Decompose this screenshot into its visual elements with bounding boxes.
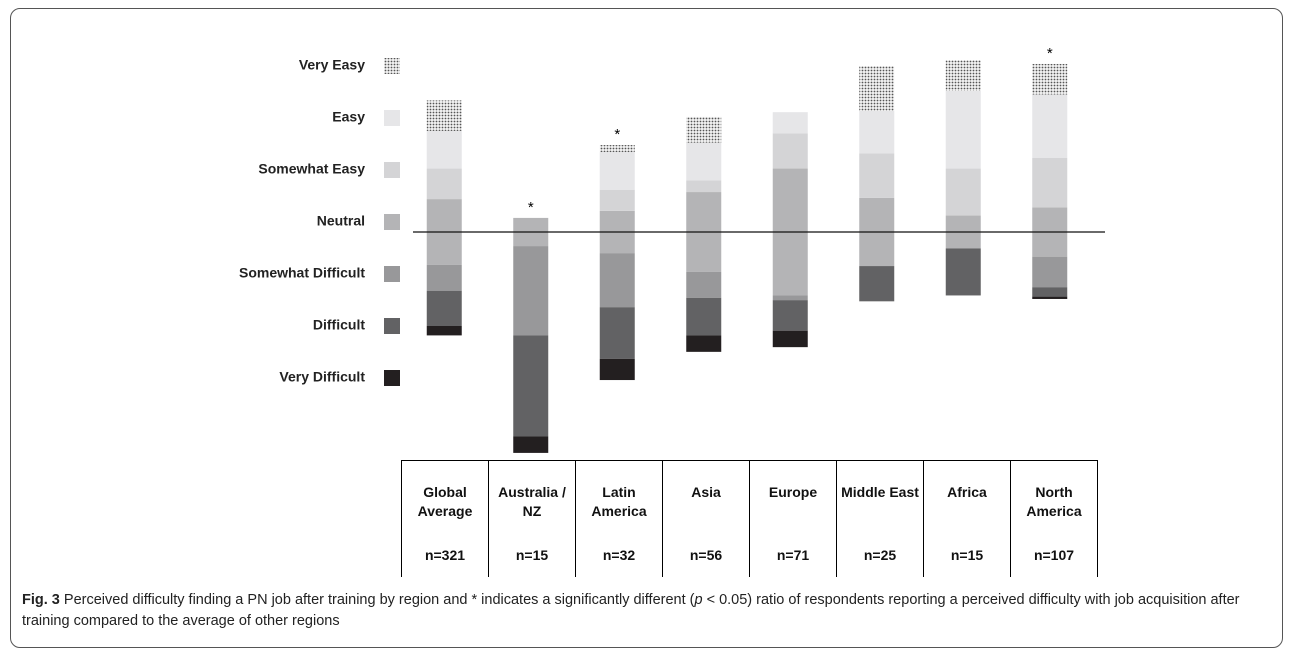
legend-swatch <box>384 162 400 178</box>
bar-segment <box>859 153 895 198</box>
bar-segment <box>859 66 895 111</box>
chart: Very Easy Easy Somewhat Easy Neutral Somewha… <box>239 45 1105 453</box>
bar-segment <box>599 307 635 359</box>
bar-segment <box>426 264 462 291</box>
legend-swatch <box>384 110 400 126</box>
bar-segment <box>772 300 808 331</box>
sample-size: n=107 <box>1010 546 1098 577</box>
legend-swatch <box>384 370 400 386</box>
sample-size: n=56 <box>662 546 750 577</box>
bar-segment <box>686 271 722 298</box>
category-label: Africa <box>923 460 1011 547</box>
legend-label: Somewhat Easy <box>258 161 365 177</box>
legend-swatch <box>384 318 400 334</box>
bar-segment <box>945 168 981 216</box>
caption-text: Perceived difficulty finding a PN job af… <box>59 592 695 608</box>
sample-size: n=71 <box>749 546 837 577</box>
bar-segment <box>599 358 635 381</box>
legend-label: Very Easy <box>299 57 365 73</box>
category-label: Middle East <box>836 460 924 547</box>
sample-row: n=321 n=15 n=32 n=56 n=71 n=25 n=15 n=107 <box>401 546 1098 577</box>
category-row: Global Average Australia / NZ Latin Americ… <box>401 460 1098 547</box>
bar-segment <box>945 248 981 296</box>
bar-segment <box>599 253 635 308</box>
category-label: Asia <box>662 460 750 547</box>
bar-segment <box>426 130 462 169</box>
bar-segment <box>513 335 549 437</box>
legend-label: Very Difficult <box>279 369 365 385</box>
legend-swatch <box>384 266 400 282</box>
bar-segment <box>772 112 808 134</box>
bar-segment <box>686 335 722 352</box>
bar-segment <box>1032 157 1068 208</box>
bar-segment <box>686 142 722 181</box>
bar-segment <box>599 189 635 211</box>
bar-segment <box>599 152 635 190</box>
legend-label: Somewhat Difficult <box>239 265 365 281</box>
bar-segment <box>426 290 462 326</box>
bar-segment <box>686 297 722 336</box>
bar-segment <box>859 110 895 154</box>
bar-segment <box>686 180 722 193</box>
category-label: Australia / NZ <box>488 460 576 547</box>
significance-marker: * <box>1047 45 1053 62</box>
bar-segment <box>772 330 808 348</box>
bar-segment <box>426 326 462 336</box>
bar-segment <box>1032 94 1068 158</box>
bar-segment <box>772 133 808 169</box>
bar-segment <box>772 295 808 301</box>
category-label: Global Average <box>401 460 489 547</box>
category-label: Latin America <box>575 460 663 547</box>
sample-size: n=15 <box>923 546 1011 577</box>
caption-p: p <box>694 592 703 608</box>
bar-segment <box>513 436 549 453</box>
caption: Fig. 3 Perceived difficulty finding a PN… <box>22 590 1262 632</box>
bar-segment <box>426 168 462 200</box>
legend-label: Difficult <box>313 317 365 333</box>
bar-segment <box>686 116 722 143</box>
bar-segment <box>945 60 981 91</box>
bar-segment <box>599 145 635 153</box>
sample-size: n=25 <box>836 546 924 577</box>
caption-label: Fig. 3 <box>22 592 60 608</box>
sample-size: n=15 <box>488 546 576 577</box>
bar-segment <box>859 266 895 302</box>
significance-marker: * <box>528 199 534 216</box>
significance-marker: * <box>614 126 620 143</box>
bar-segment <box>1032 63 1068 95</box>
bar-segment <box>945 91 981 169</box>
legend-swatch <box>384 58 400 74</box>
legend-label: Neutral <box>317 213 365 229</box>
region-table: Global Average Australia / NZ Latin Americ… <box>401 460 1098 577</box>
category-label: Europe <box>749 460 837 547</box>
bar-segment <box>1032 296 1068 299</box>
bar-segment <box>1032 287 1068 297</box>
category-label: North America <box>1010 460 1098 547</box>
legend-swatch <box>384 214 400 230</box>
bar-segment <box>426 100 462 131</box>
bar-segment <box>513 246 549 336</box>
bar-segment <box>1032 256 1068 288</box>
caption-text: < 0.05) ratio of respondents reporting a… <box>22 592 1240 629</box>
legend-label: Easy <box>332 109 365 125</box>
sample-size: n=321 <box>401 546 489 577</box>
sample-size: n=32 <box>575 546 663 577</box>
